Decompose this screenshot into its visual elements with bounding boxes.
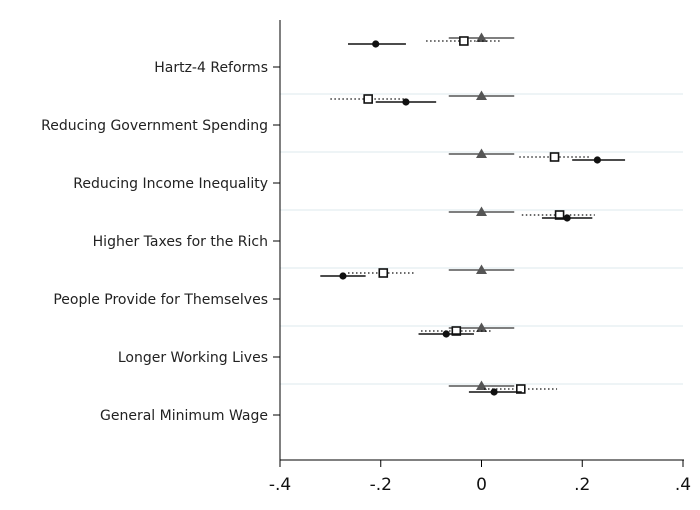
category-label: Longer Working Lives (118, 350, 268, 366)
hollow-square-point (378, 268, 389, 278)
data-marks (320, 32, 626, 396)
hollow-square-point (459, 36, 469, 46)
category-label: Higher Taxes for the Rich (93, 234, 268, 250)
triangle-point (476, 206, 487, 216)
category-label: People Provide for Themselves (53, 292, 268, 308)
category-labels: Hartz-4 Reforms Reducing Government Spend… (41, 60, 268, 424)
hollow-square-point (451, 326, 462, 336)
filled-circle-point (442, 330, 450, 338)
x-tick-label: -.4 (269, 475, 291, 495)
hollow-square-point (554, 210, 565, 220)
x-tick-label: -.2 (370, 475, 392, 495)
x-tick-label: .4 (675, 475, 691, 495)
category-label: General Minimum Wage (100, 408, 268, 424)
filled-circle-point (563, 214, 571, 222)
filled-circle-point (490, 388, 498, 396)
hollow-square-point (515, 384, 526, 394)
x-tick-label: 0 (476, 475, 487, 495)
hollow-square-point (363, 94, 373, 104)
hollow-square-point (549, 152, 560, 162)
filled-circle-point (402, 98, 410, 106)
x-tick-label: .2 (574, 475, 590, 495)
triangle-point (476, 90, 487, 100)
category-label: Reducing Government Spending (41, 118, 268, 134)
triangle-point (476, 380, 487, 390)
category-label: Reducing Income Inequality (73, 176, 268, 192)
triangle-point (476, 148, 487, 158)
triangle-point (476, 32, 487, 42)
filled-circle-point (339, 272, 347, 280)
grid-lines (280, 93, 683, 385)
axes: -.4 -.2 0 .2 .4 (269, 20, 691, 495)
filled-circle-point (593, 156, 601, 164)
category-label: Hartz-4 Reforms (154, 60, 268, 76)
triangle-point (476, 264, 487, 274)
filled-circle-point (372, 40, 380, 48)
triangle-point (476, 322, 487, 332)
